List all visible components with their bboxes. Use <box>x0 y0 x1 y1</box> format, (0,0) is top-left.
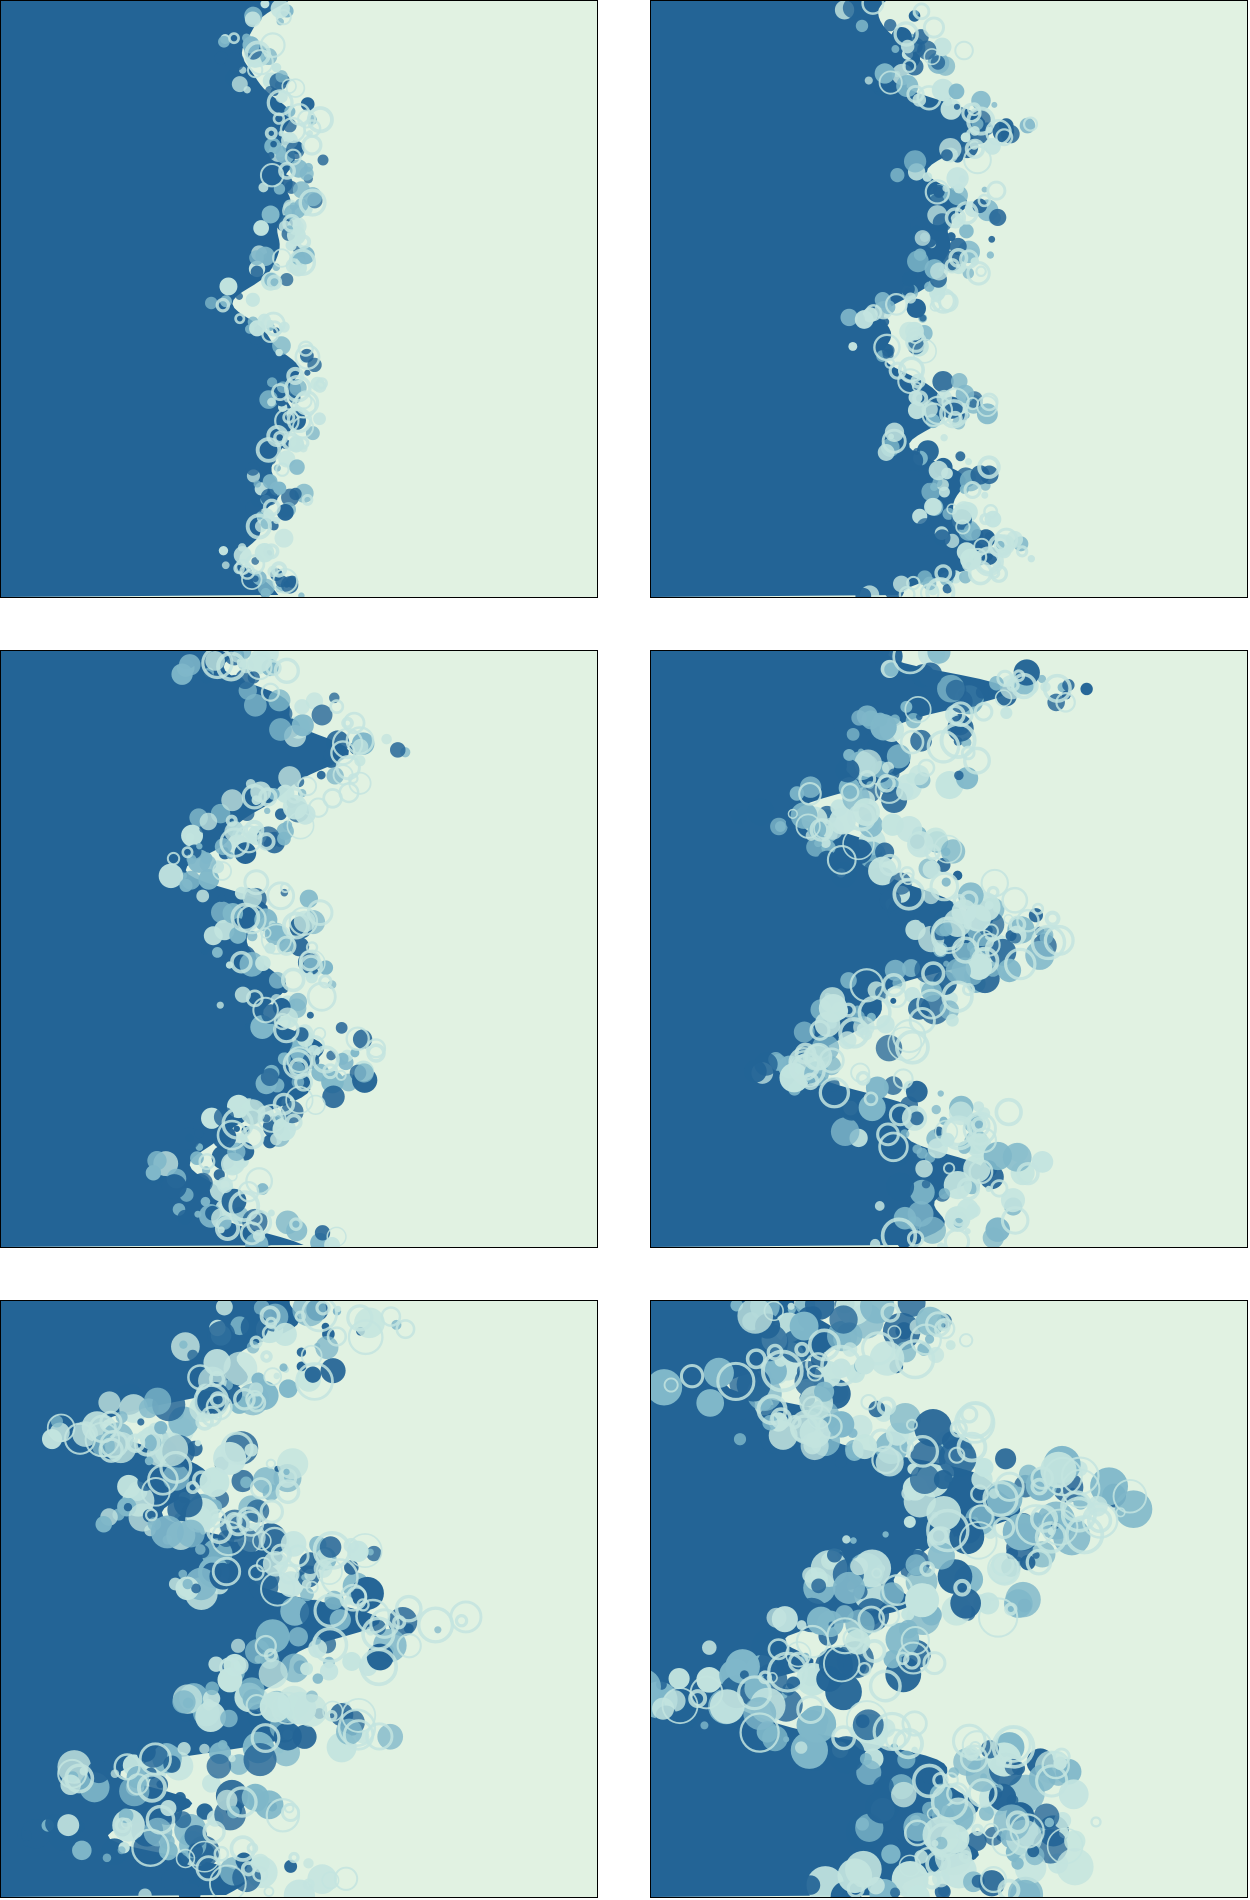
simulation-panel-5 <box>0 1300 598 1898</box>
mixing-field-2 <box>651 1 1247 597</box>
mixing-field-1 <box>1 1 597 597</box>
simulation-panel-1 <box>0 0 598 598</box>
mixing-field-3 <box>1 651 597 1247</box>
simulation-panel-2 <box>650 0 1248 598</box>
mixing-field-5 <box>1 1301 597 1897</box>
simulation-panel-3 <box>0 650 598 1248</box>
mixing-field-6 <box>651 1301 1247 1897</box>
mixing-field-4 <box>651 651 1247 1247</box>
simulation-panel-4 <box>650 650 1248 1248</box>
simulation-panel-6 <box>650 1300 1248 1898</box>
